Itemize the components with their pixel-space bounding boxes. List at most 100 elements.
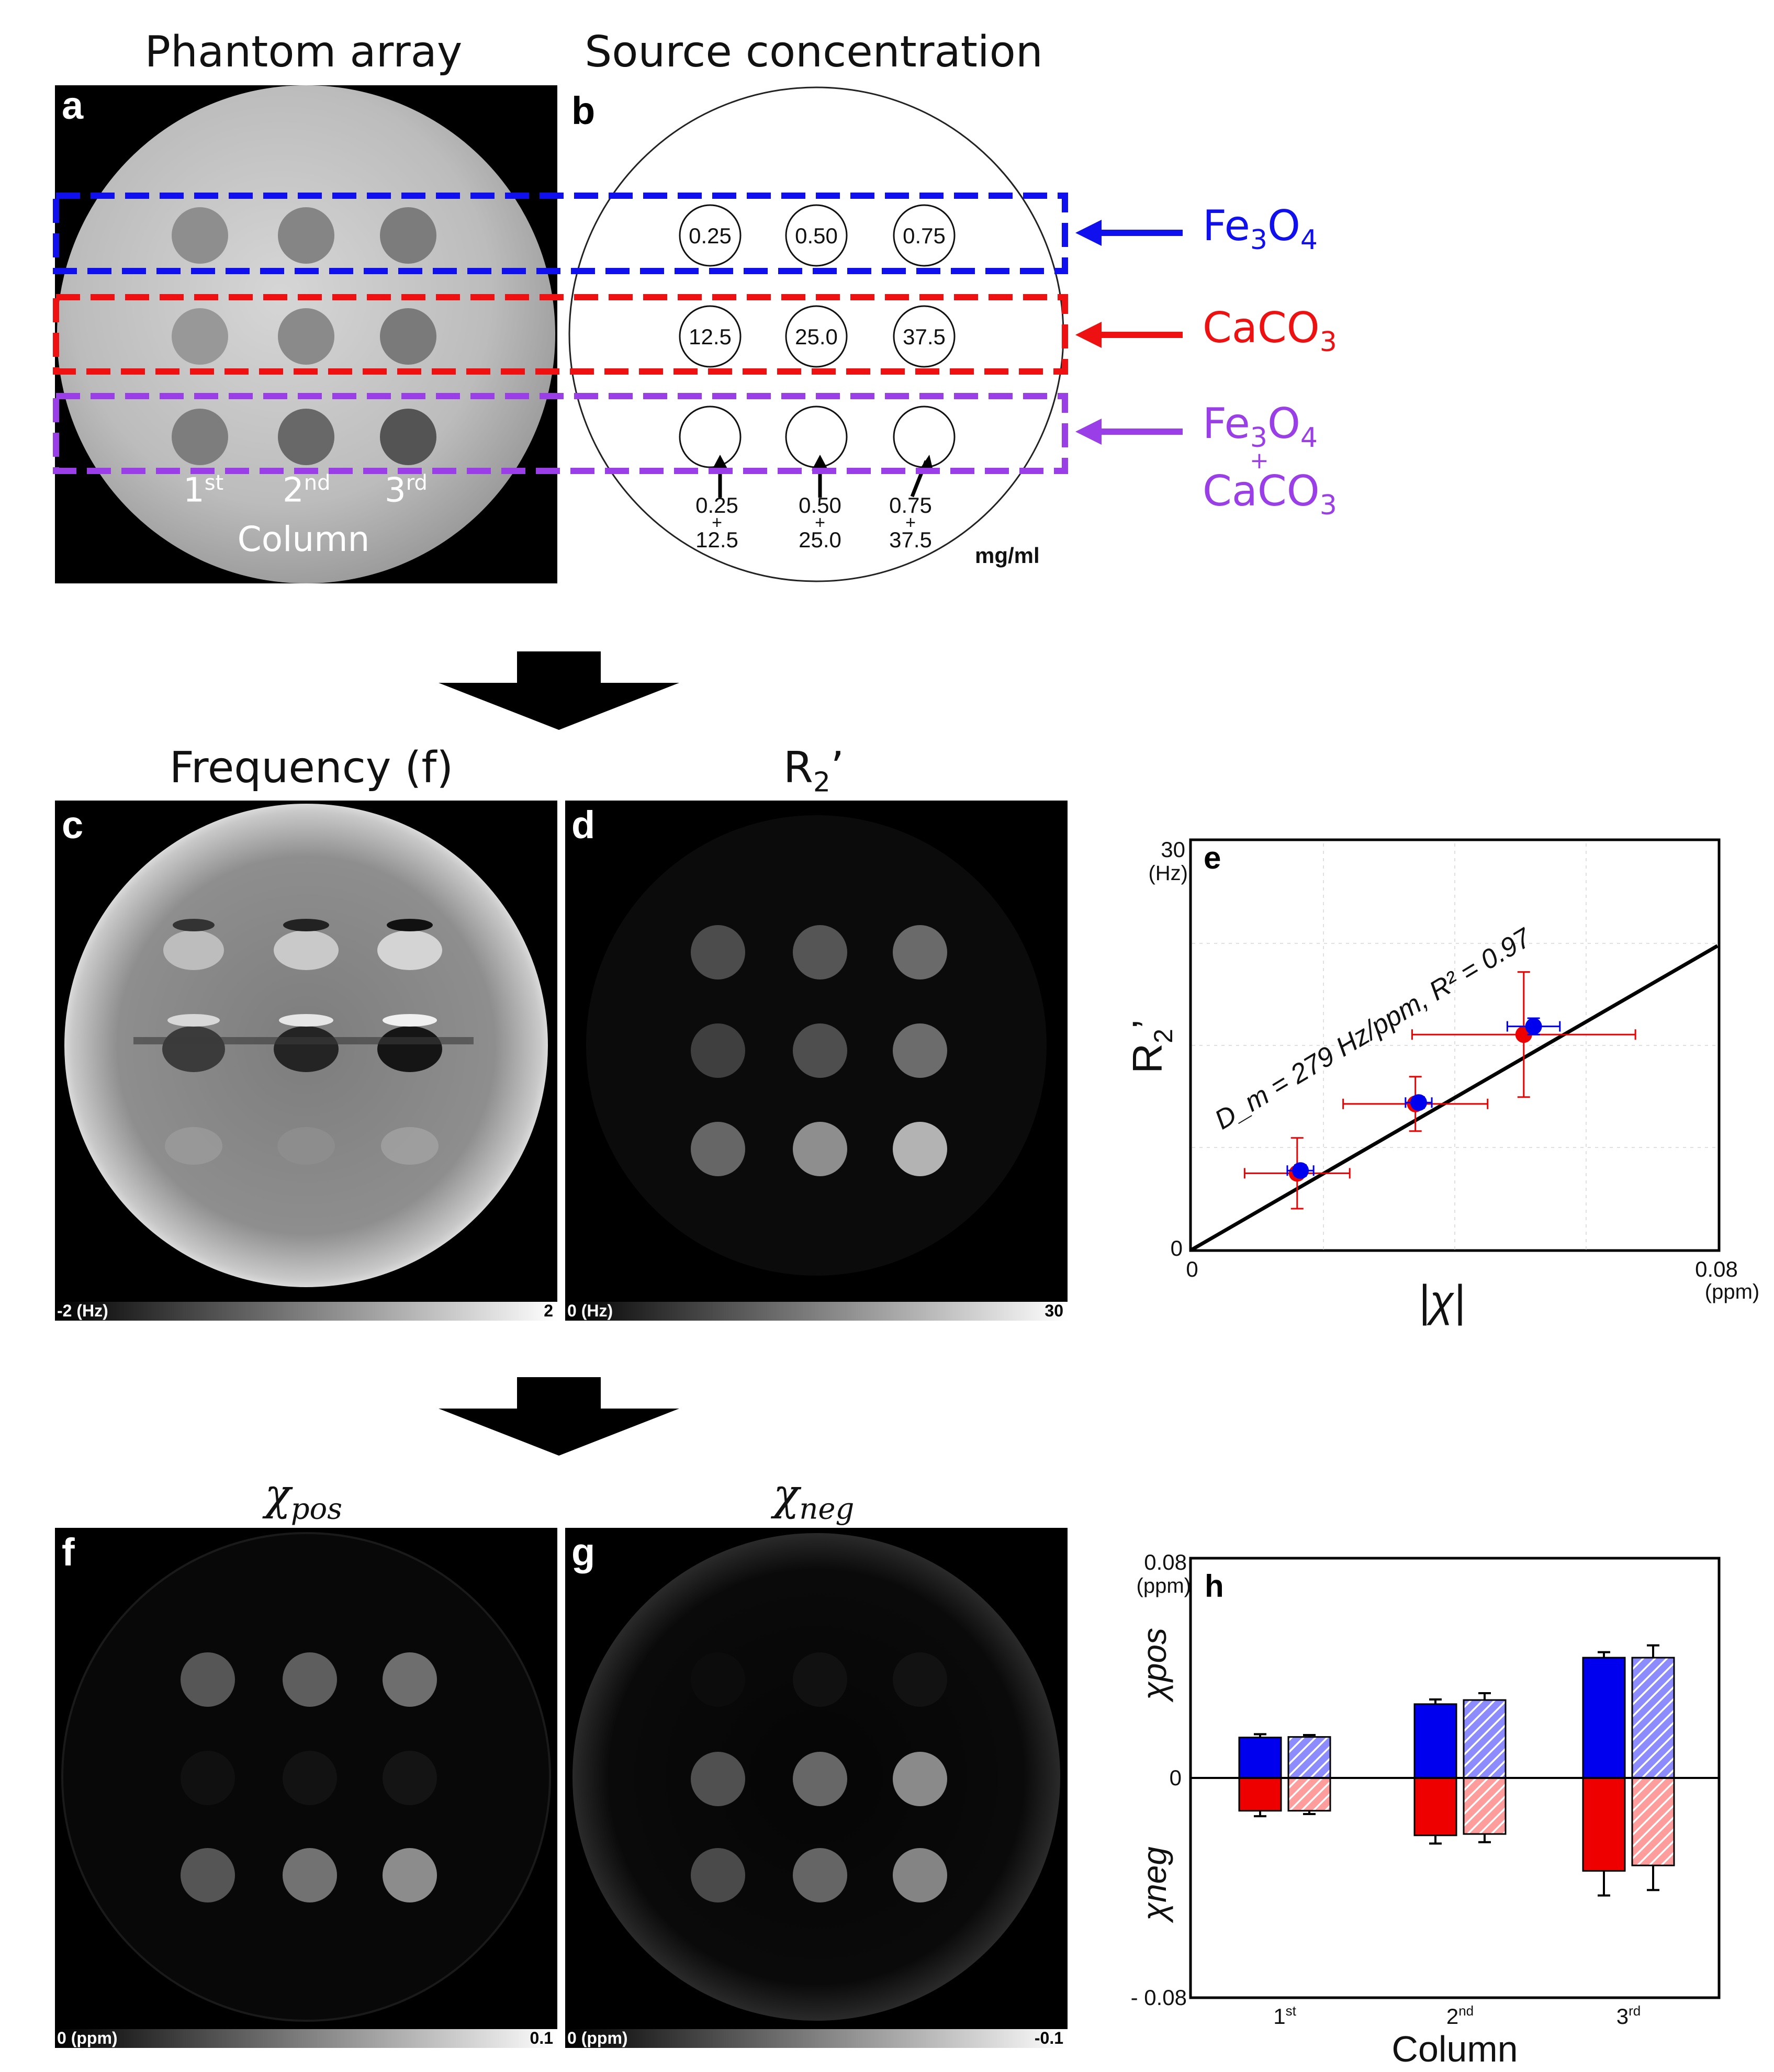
mix-caco: CaCO — [1203, 467, 1320, 515]
vial-r1-c1 — [679, 204, 742, 267]
mix-arrowhead-1 — [712, 455, 728, 470]
vial-r1-c3 — [893, 204, 956, 267]
r2-prime: ’ — [830, 743, 845, 793]
source-concentration-diagram: 0.25 0.50 0.75 12.5 25.0 37.5 0.25 + 12.… — [568, 86, 1064, 582]
chart-h-ylabel-bottom: χneg — [1136, 1846, 1173, 1923]
col3-sup: rd — [406, 471, 428, 495]
chart-h-bar-neg_hatched-1 — [1287, 1777, 1331, 1815]
r2-vials — [691, 925, 947, 1176]
chart-e-marker-blue-1 — [1292, 1162, 1309, 1179]
panel-label-g: g — [571, 1530, 596, 1574]
chart-e-ytick-min: 0 — [1171, 1236, 1183, 1260]
chart-h-xlabel: Column — [1391, 2029, 1518, 2069]
chi-pos-sub: pos — [290, 1492, 342, 1526]
arrowhead-fe3o4 — [1075, 220, 1102, 246]
chart-e-point-blue-1 — [1286, 1162, 1315, 1179]
column-label-3rd: 3rd — [385, 471, 428, 510]
frequency-map: -2 (Hz) 2 — [55, 801, 557, 1321]
column-label-2nd: 2nd — [283, 471, 330, 510]
highlight-caco3 — [53, 294, 1068, 375]
freq-vials-row3 — [165, 1127, 439, 1165]
h-cat1-num: 1 — [1273, 2004, 1285, 2029]
panel-label-a: a — [62, 84, 84, 127]
chart-h-ylabel-top: χpos — [1136, 1628, 1173, 1703]
chart-e-xtick-min: 0 — [1186, 1257, 1198, 1281]
chart-e-fit-line — [1191, 944, 1719, 1252]
colorbar-d — [565, 1302, 1068, 1321]
chart-e-ylabel-main: R — [1124, 1043, 1171, 1074]
chart-e-ylabel-prime: ’ — [1124, 1019, 1171, 1029]
chart-h-rect-pos_hatched-3 — [1631, 1657, 1675, 1779]
chart-h-bar-pos_hatched-1 — [1287, 1733, 1331, 1779]
chart-h-bar-pos_hatched-2 — [1463, 1692, 1507, 1779]
legend-fe3o4: Fe3O4 — [1203, 201, 1318, 256]
chi-pos-vials — [181, 1652, 437, 1902]
phantom-vials-a — [172, 207, 436, 465]
conc-ca-3: 37.5 — [903, 324, 946, 349]
chart-h-rect-neg_hatched-3 — [1631, 1777, 1675, 1866]
down-arrow-1 — [439, 651, 679, 730]
chart-h-ytick-max: 0.08 — [1144, 1550, 1187, 1574]
chart-h-bar-pos_solid-1 — [1238, 1733, 1282, 1779]
chart-e-ylabel-sub: 2 — [1149, 1029, 1178, 1043]
chart-h-ytick-zero: 0 — [1170, 1765, 1182, 1790]
chart-h-rect-pos_hatched-1 — [1287, 1736, 1331, 1779]
chart-h-xtick-3: 3rd — [1616, 2003, 1641, 2029]
conc-fe-1: 0.25 — [689, 223, 732, 248]
panel-label-c: c — [62, 803, 84, 847]
fe3o4-fe: Fe — [1203, 201, 1250, 250]
vial-r1-c2 — [785, 204, 848, 267]
chart-e-point-blue-2 — [1405, 1094, 1433, 1111]
mix-bottom-2: 25.0 — [799, 527, 841, 552]
title-frequency: Frequency (f) — [169, 743, 454, 793]
r2-main: R — [783, 743, 813, 793]
mix-fe: Fe — [1203, 399, 1250, 448]
chart-h-rect-pos_solid-1 — [1238, 1737, 1282, 1779]
mix-top-2: 0.50 — [799, 493, 841, 517]
column-axis-label-a: Column — [237, 519, 370, 559]
vial-r2-c2 — [785, 305, 848, 368]
fe3o4-4: 4 — [1300, 224, 1318, 256]
chart-h-rect-pos_solid-3 — [1582, 1657, 1626, 1779]
colorbar-f — [55, 2029, 557, 2048]
freq-vials-row2 — [133, 1014, 474, 1072]
mix-caco-3: 3 — [1319, 490, 1337, 521]
arrowhead-mix — [1075, 419, 1102, 445]
conc-ca-1: 12.5 — [689, 324, 732, 349]
col2-sup: nd — [304, 471, 331, 495]
chart-h-rect-pos_solid-2 — [1413, 1703, 1457, 1779]
highlight-fe3o4 — [53, 193, 1068, 274]
chart-h-bar-neg_hatched-2 — [1463, 1777, 1507, 1843]
col3-num: 3 — [385, 471, 406, 510]
title-source-concentration: Source concentration — [585, 27, 1043, 77]
arrowhead-caco3 — [1075, 322, 1102, 348]
chart-e-ylabel: R2’ — [1124, 1019, 1178, 1073]
chart-h-bar-pos_solid-3 — [1582, 1651, 1626, 1779]
title-r2prime: R2’ — [565, 743, 1062, 798]
colorbar-g-max: -0.1 — [1035, 2029, 1063, 2047]
chi-neg-vials — [691, 1652, 947, 1902]
chart-h-rect-neg_hatched-2 — [1463, 1777, 1507, 1835]
freq-vials-row1 — [163, 919, 442, 970]
col2-num: 2 — [283, 471, 304, 510]
vial-r2-c1 — [679, 305, 742, 368]
chart-h-rect-neg_hatched-1 — [1287, 1777, 1331, 1812]
row-highlight-boxes — [53, 193, 1183, 474]
chart-h-rect-neg_solid-2 — [1413, 1777, 1457, 1837]
chart-h-rect-neg_solid-3 — [1582, 1777, 1626, 1872]
chi-neg-map: 0 (ppm) -0.1 — [565, 1528, 1068, 2048]
mix-bottom-1: 12.5 — [695, 527, 738, 552]
panel-label-b: b — [571, 89, 596, 132]
panel-label-d: d — [571, 803, 596, 847]
chart-h-rect-pos_hatched-2 — [1463, 1699, 1507, 1779]
chart-e-marker-blue-3 — [1525, 1018, 1542, 1035]
r2prime-map: 0 (Hz) 30 — [565, 801, 1068, 1321]
h-cat3-num: 3 — [1616, 2004, 1629, 2029]
chart-h-rect-neg_solid-1 — [1238, 1777, 1282, 1812]
chart-e-yunit: (Hz) — [1148, 862, 1188, 885]
conc-fe-2: 0.50 — [795, 223, 838, 248]
mix-top-1: 0.25 — [695, 493, 738, 517]
column-label-1st: 1st — [183, 471, 223, 510]
caco3-3: 3 — [1319, 326, 1337, 358]
title-chi-pos: χpos — [55, 1470, 552, 1526]
